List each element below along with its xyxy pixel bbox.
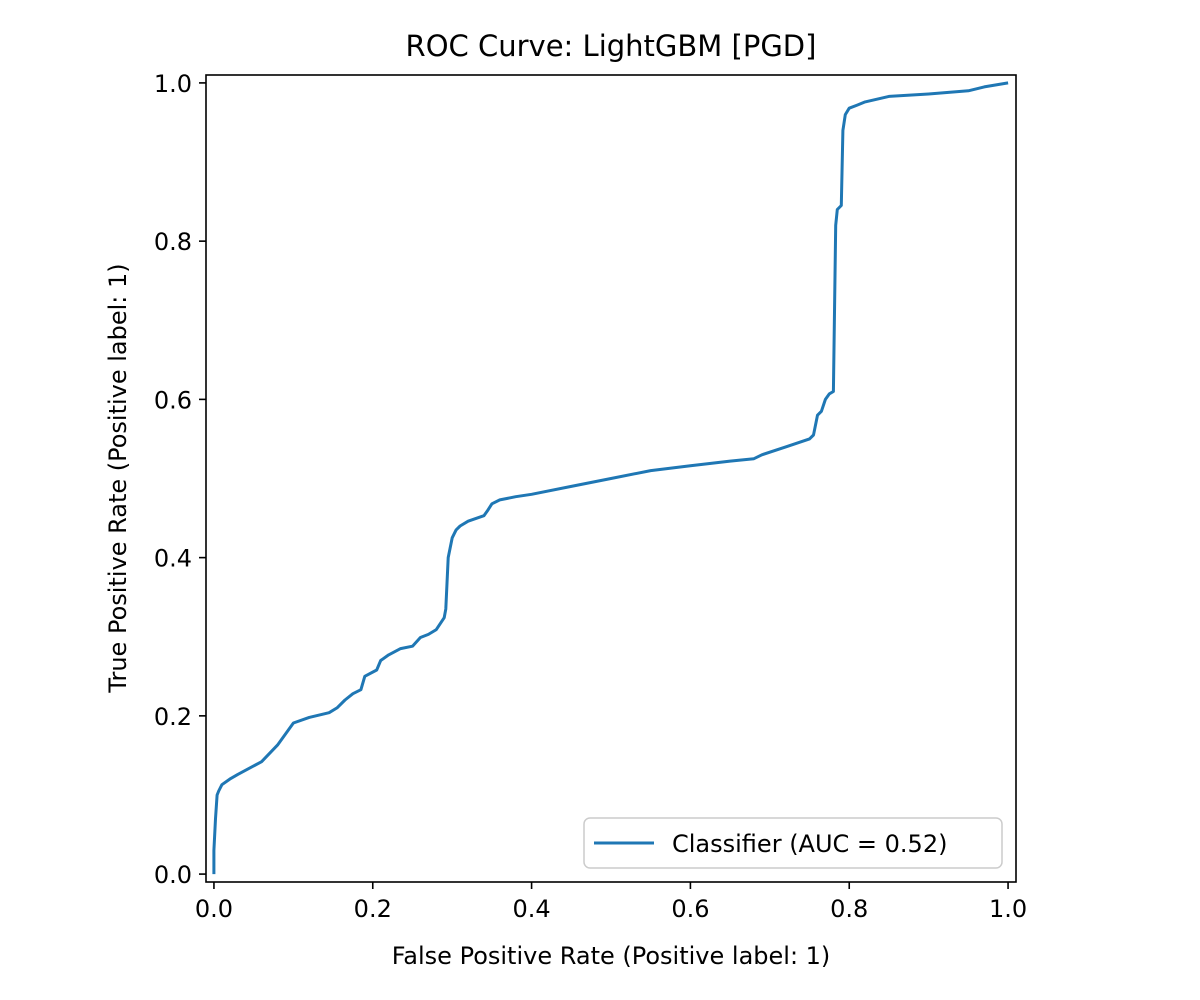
x-tick-label: 0.0: [195, 895, 233, 923]
legend-box: [583, 817, 1003, 869]
y-axis-label: True Positive Rate (Positive label: 1): [104, 263, 132, 693]
y-axis: 0.0 0.2 0.4 0.6 0.8 1.0: [154, 70, 206, 889]
x-tick-label: 0.6: [671, 895, 709, 923]
y-tick-label: 0.6: [154, 386, 192, 414]
legend: Classifier (AUC = 0.52): [583, 817, 1003, 869]
x-tick-label: 1.0: [989, 895, 1027, 923]
y-tick-label: 0.8: [154, 228, 192, 256]
y-tick-label: 1.0: [154, 70, 192, 98]
y-tick-label: 0.0: [154, 861, 192, 889]
y-tick-label: 0.4: [154, 545, 192, 573]
y-tick-label: 0.2: [154, 703, 192, 731]
roc-curve-line: [212, 81, 1009, 875]
x-tick-label: 0.4: [513, 895, 551, 923]
plot-area: [212, 81, 1009, 875]
chart-title: ROC Curve: LightGBM [PGD]: [406, 29, 817, 63]
x-axis: 0.0 0.2 0.4 0.6 0.8 1.0: [195, 882, 1027, 923]
x-axis-label: False Positive Rate (Positive label: 1): [392, 942, 831, 970]
legend-label: Classifier (AUC = 0.52): [672, 830, 947, 858]
x-tick-label: 0.2: [354, 895, 392, 923]
x-tick-label: 0.8: [830, 895, 868, 923]
axes-frame: [205, 74, 1017, 883]
